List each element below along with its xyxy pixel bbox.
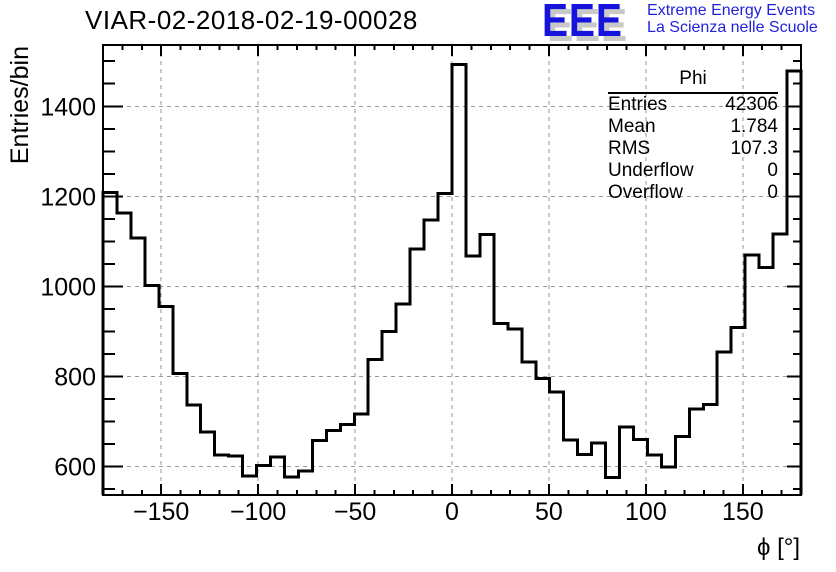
stats-row: Entries 42306	[608, 94, 778, 115]
stats-row: RMS 107.3	[608, 138, 778, 159]
stats-row: Mean 1.784	[608, 116, 778, 137]
stats-box-title: Phi	[608, 68, 778, 94]
x-axis-title: ϕ [°]	[756, 534, 800, 561]
svg-text:100: 100	[625, 498, 667, 526]
svg-text:600: 600	[54, 454, 96, 482]
eee-logo-line2: La Scienza nelle Scuole	[647, 19, 818, 36]
svg-text:−50: −50	[334, 498, 376, 526]
svg-text:−150: −150	[133, 498, 189, 526]
svg-text:1400: 1400	[40, 93, 96, 121]
plot-title: VIAR-02-2018-02-19-00028	[85, 5, 418, 35]
stats-row: Underflow 0	[608, 160, 778, 181]
eee-logo-mark: EEE	[542, 0, 623, 46]
eee-logo: EEE Extreme Energy Events La Scienza nel…	[542, 0, 818, 46]
svg-text:800: 800	[54, 364, 96, 392]
stats-row: Overflow 0	[608, 182, 778, 203]
stats-box: Phi Entries 42306 Mean 1.784 RMS 107.3 Underfl…	[608, 68, 778, 204]
svg-text:1200: 1200	[40, 183, 96, 211]
svg-text:150: 150	[722, 498, 764, 526]
svg-text:50: 50	[535, 498, 563, 526]
svg-text:1000: 1000	[40, 273, 96, 301]
svg-text:−100: −100	[230, 498, 286, 526]
stats-rows: Entries 42306 Mean 1.784 RMS 107.3 Underflow 0 O…	[608, 94, 778, 204]
svg-text:0: 0	[445, 498, 459, 526]
eee-logo-text: Extreme Energy Events La Scienza nelle S…	[647, 2, 818, 40]
eee-logo-line1: Extreme Energy Events	[647, 2, 816, 19]
